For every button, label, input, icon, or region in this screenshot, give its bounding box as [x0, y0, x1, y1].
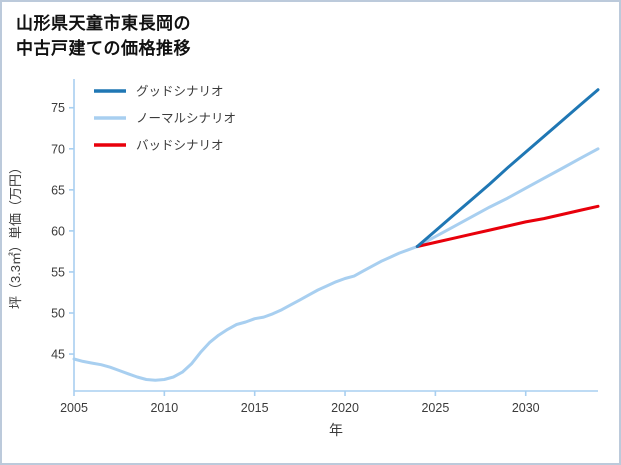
x-axis-label: 年 — [329, 422, 343, 438]
y-tick-label: 50 — [51, 307, 65, 321]
x-tick-label: 2020 — [331, 401, 359, 415]
y-tick-label: 45 — [51, 348, 65, 362]
price-trend-chart: 45 50 55 60 65 70 75 2005 2010 2015 2020 2025 2030 年 坪… — [8, 79, 600, 438]
legend-label-normal-scenario: ノーマルシナリオ — [136, 112, 236, 126]
series-line-bad-scenario — [415, 205, 600, 249]
y-tick-label: 70 — [51, 143, 65, 157]
legend-label-bad-scenario: バッドシナリオ — [136, 139, 224, 153]
y-tick-label: 60 — [51, 225, 65, 239]
y-tick-label: 55 — [51, 266, 65, 280]
x-tick-label: 2015 — [241, 401, 269, 415]
y-tick-label: 65 — [51, 184, 65, 198]
y-axis-label: 坪（3.3㎡）単価（万円） — [8, 161, 23, 309]
y-tick-label: 75 — [51, 102, 65, 116]
chart-title: 山形県天童市東長岡の 中古戸建ての価格推移 — [2, 2, 619, 61]
series-line-normal-scenario — [72, 147, 600, 383]
x-tick-label: 2005 — [60, 401, 88, 415]
x-tick-label: 2025 — [421, 401, 449, 415]
legend-label-good-scenario: グッドシナリオ — [136, 85, 224, 99]
series-line-good-scenario — [415, 88, 600, 249]
x-tick-label: 2030 — [512, 401, 540, 415]
chart-title-line2: 中古戸建ての価格推移 — [16, 38, 191, 58]
x-tick-label: 2010 — [150, 401, 178, 415]
chart-title-line1: 山形県天童市東長岡の — [16, 14, 191, 33]
